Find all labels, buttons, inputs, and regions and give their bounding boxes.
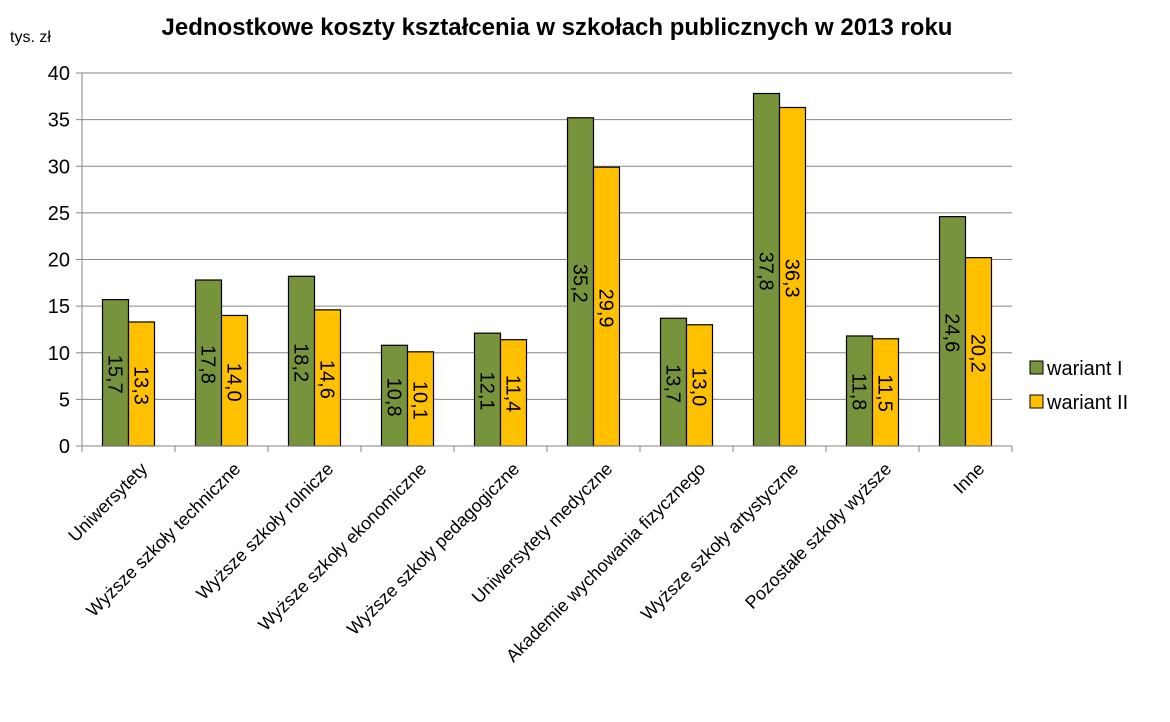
data-label-s2-3: 14,6 [316, 360, 338, 399]
y-tick-label-15: 15 [48, 296, 70, 318]
y-tick-label-5: 5 [59, 389, 70, 411]
data-labels: 15,7 13,3 17,8 14,0 18,2 14,6 10,8 10,1 12,1 11,4… [104, 252, 989, 420]
bar-s1-1 [101, 298, 130, 447]
y-tick-labels: 0 5 10 15 20 25 30 35 40 [48, 63, 70, 458]
data-label-s2-6: 29,9 [595, 289, 617, 328]
category-label-5: Wyższe szkoły pedagogiczne [343, 459, 523, 639]
data-label-s1-7: 13,7 [662, 364, 684, 403]
y-tick-label-20: 20 [48, 250, 70, 272]
bar-s2-1 [127, 321, 156, 447]
data-label-s1-9: 11,8 [848, 373, 870, 410]
category-label-1: Uniwersytety [64, 459, 151, 546]
y-tick-label-10: 10 [48, 343, 70, 365]
data-label-s2-9: 11,5 [874, 374, 896, 411]
category-label-10: Inne [949, 459, 988, 498]
data-label-s1-1: 15,7 [104, 355, 126, 394]
category-label-8: Wyższe szkoły artystyczne [637, 459, 802, 624]
bar-s2-7 [685, 324, 714, 447]
bar-s2-8 [778, 106, 807, 447]
bars [101, 92, 993, 447]
data-label-s1-10: 24,6 [941, 313, 963, 352]
bar-s1-4 [380, 344, 409, 447]
bar-s1-2 [194, 279, 223, 447]
axes [81, 73, 1013, 452]
bar-s1-5 [473, 332, 502, 447]
bar-s2-6 [592, 166, 621, 447]
data-label-s2-7: 13,0 [688, 367, 710, 406]
bar-s2-3 [313, 309, 342, 447]
data-label-s2-4: 10,1 [409, 381, 431, 420]
y-tick-label-35: 35 [48, 110, 70, 132]
y-axis-unit-label: tys. zł [10, 29, 51, 46]
bar-s2-4 [406, 351, 435, 447]
data-label-s2-2: 14,0 [223, 363, 245, 402]
y-tick-label-40: 40 [48, 63, 70, 85]
data-label-s2-1: 13,3 [130, 366, 152, 405]
data-label-s1-6: 35,2 [569, 264, 591, 303]
legend-label-1: wariant I [1046, 358, 1123, 380]
legend-swatch-1 [1029, 360, 1044, 375]
bar-s1-6 [566, 117, 595, 447]
category-label-7: Akademie wychowania fizycznego [502, 459, 709, 666]
y-tick-label-30: 30 [48, 156, 70, 178]
y-tick-label-0: 0 [59, 436, 70, 458]
y-tick-label-25: 25 [48, 203, 70, 225]
data-label-s1-4: 10,8 [383, 378, 405, 417]
legend-label-2: wariant II [1046, 392, 1128, 414]
data-label-s1-2: 17,8 [197, 345, 219, 384]
category-label-2: Wyższe szkoły techniczne [82, 459, 244, 621]
bar-s2-10 [964, 257, 993, 447]
legend-swatch-2 [1029, 394, 1044, 409]
data-label-s1-8: 37,8 [755, 252, 777, 291]
data-label-s1-5: 12,1 [476, 372, 498, 411]
data-label-s2-8: 36,3 [781, 259, 803, 298]
legend: wariant I wariant II [1029, 358, 1128, 414]
bar-s2-2 [220, 314, 249, 447]
data-label-s2-5: 11,4 [502, 375, 524, 412]
data-label-s1-3: 18,2 [290, 343, 312, 382]
data-label-s2-10: 20,2 [967, 334, 989, 373]
bar-s1-8 [752, 92, 781, 447]
bar-s1-10 [938, 216, 967, 447]
chart-title: Jednostkowe koszty kształcenia w szkołac… [162, 14, 953, 41]
category-label-4: Wyższe szkoły ekonomiczne [254, 459, 430, 635]
